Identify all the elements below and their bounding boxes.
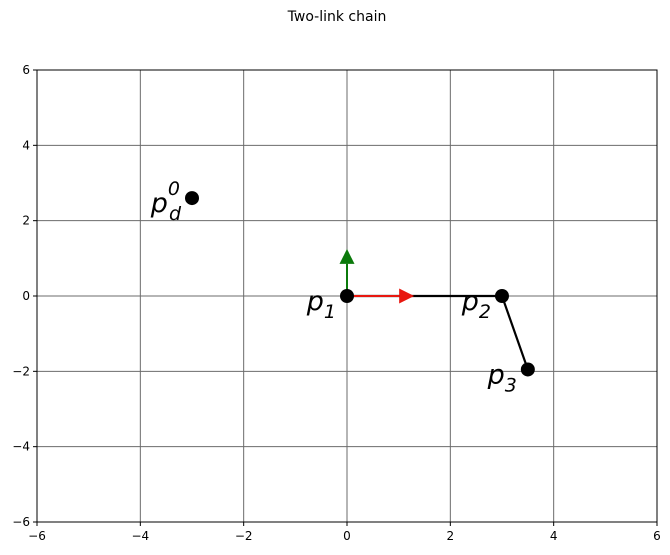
- point-marker-p1: [340, 289, 354, 303]
- chain-link-2: [500, 295, 529, 370]
- point-label-sub-p1: 1: [324, 301, 336, 323]
- point-label-base-p1: p: [306, 286, 324, 317]
- point-label-base-p3: p: [487, 359, 505, 390]
- point-label-base-p2: p: [461, 286, 479, 317]
- chain-points: [185, 191, 535, 377]
- point-label-p2: p2: [461, 286, 491, 323]
- chain-links: [347, 294, 529, 370]
- x-axis-arrow-head: [399, 288, 415, 304]
- point-label-sub-p2: 2: [479, 301, 491, 323]
- point-label-p1: p1: [306, 286, 336, 323]
- x-tick-label-5: 4: [550, 529, 558, 543]
- axis-ticks: −6 −4 −2 0 2 4 6 −6 −4 −2 0 2 4 6: [12, 63, 661, 543]
- chart-title: Two-link chain: [287, 9, 387, 25]
- y-tick-label-4: 2: [22, 214, 30, 228]
- y-tick-label-3: 0: [22, 289, 30, 303]
- y-tick-label-2: −2: [12, 364, 30, 378]
- y-axis-arrow: [339, 248, 355, 296]
- x-tick-label-6: 6: [653, 529, 661, 543]
- point-label-sub-p3: 3: [505, 374, 517, 396]
- point-label-p3: p3: [487, 359, 517, 396]
- y-tick-label-1: −4: [12, 440, 30, 454]
- point-label-pd0: p0 d: [150, 178, 182, 225]
- y-tick-label-0: −6: [12, 515, 30, 529]
- y-tick-label-6: 6: [22, 63, 30, 77]
- x-tick-label-4: 2: [447, 529, 455, 543]
- point-label-sub-pd0: d: [169, 203, 182, 225]
- point-marker-p3: [520, 362, 535, 377]
- y-axis-arrow-head: [339, 248, 355, 264]
- x-tick-label-2: −2: [235, 529, 253, 543]
- point-marker-pd0: [185, 191, 199, 206]
- x-tick-label-3: 0: [343, 529, 351, 543]
- point-label-sup-pd0: 0: [168, 178, 180, 200]
- x-tick-label-0: −6: [28, 529, 46, 543]
- point-label-base-pd0: p: [150, 188, 168, 219]
- y-tick-label-5: 4: [22, 138, 30, 152]
- x-axis-arrow: [347, 288, 415, 304]
- x-tick-label-1: −4: [131, 529, 149, 543]
- point-marker-p2: [495, 289, 509, 303]
